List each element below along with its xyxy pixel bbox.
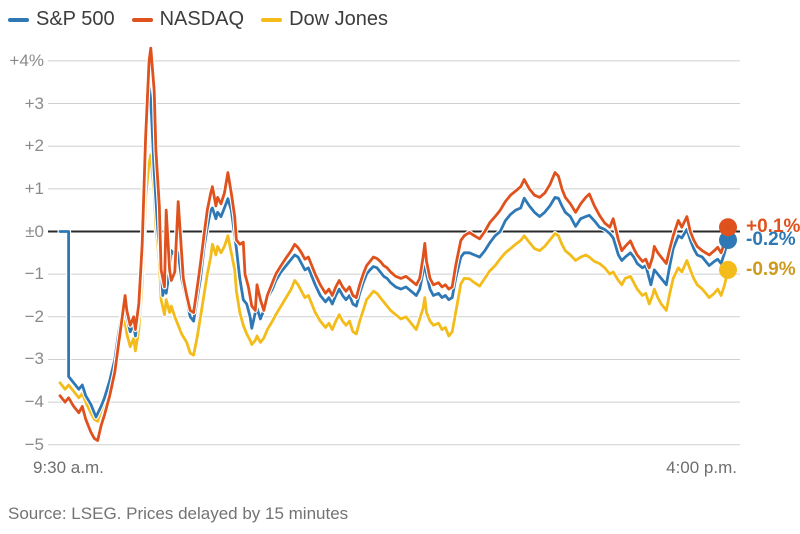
- series-line-dowjones: [58, 153, 730, 423]
- legend-label-dowjones: Dow Jones: [289, 8, 388, 30]
- x-axis-start-label: 9:30 a.m.: [33, 458, 104, 477]
- dowjones-line-swatch-icon: [261, 17, 283, 22]
- y-axis-tick-label: −3: [24, 349, 44, 369]
- y-axis-tick-label: +4%: [9, 50, 45, 70]
- y-axis-tick-label: −4: [24, 392, 44, 412]
- legend-label-nasdaq: NASDAQ: [159, 8, 245, 30]
- y-axis-tick-label: −2: [24, 306, 44, 326]
- x-axis-end-label: 4:00 p.m.: [666, 458, 737, 477]
- y-axis-tick-label: −1: [24, 264, 44, 284]
- source-note: Source: LSEG. Prices delayed by 15 minut…: [8, 504, 349, 523]
- legend-item-dowjones: Dow Jones: [261, 8, 388, 31]
- end-dot-nasdaq: [719, 218, 737, 237]
- chart-legend: S&P 500 NASDAQ Dow Jones: [8, 8, 388, 31]
- y-axis-tick-label: +3: [24, 93, 44, 113]
- end-label-dowjones: -0.9%: [746, 258, 796, 280]
- series-line-nasdaq: [58, 46, 730, 442]
- sp500-line-swatch-icon: [8, 17, 29, 22]
- legend-item-nasdaq: NASDAQ: [131, 8, 245, 31]
- end-dot-sp500: [719, 231, 737, 250]
- legend-label-sp500: S&P 500: [36, 8, 115, 30]
- y-axis-tick-label: +2: [24, 136, 44, 156]
- end-label-nasdaq: +0.1%: [746, 216, 800, 238]
- y-axis-tick-label: −5: [24, 434, 44, 454]
- y-axis-tick-label: ±0: [25, 221, 44, 241]
- end-dot-dowjones: [719, 260, 737, 279]
- legend-item-sp500: S&P 500: [8, 8, 115, 31]
- nasdaq-line-swatch-icon: [131, 17, 153, 22]
- y-axis-tick-label: +1: [24, 178, 44, 198]
- end-label-sp500: -0.2%: [746, 229, 796, 251]
